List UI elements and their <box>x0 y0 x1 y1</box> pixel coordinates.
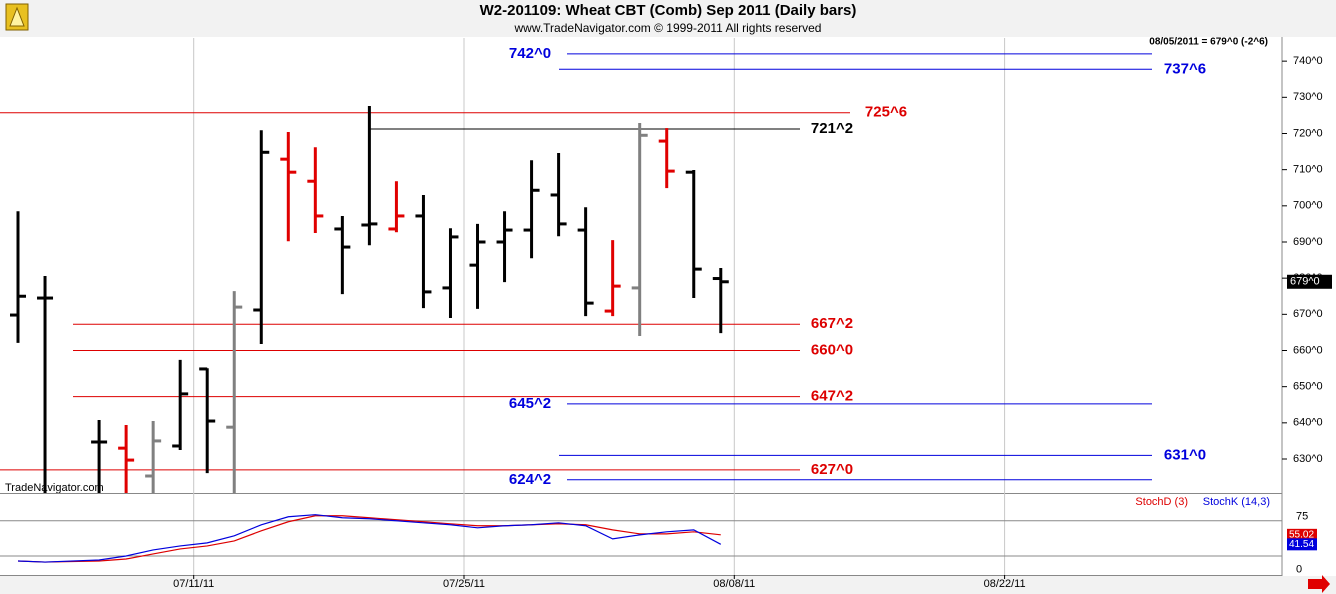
y-tick-label: 730^0 <box>1293 91 1323 103</box>
stoch-line <box>17 515 721 563</box>
info-text: 08/05/2011 = 679^0 (-2^6) <box>1149 37 1268 48</box>
last-price-box <box>1287 274 1332 289</box>
last-value-box <box>1287 528 1317 541</box>
y-tick-label: 700^0 <box>1293 200 1323 212</box>
legend-entry: StochK (14,3) <box>1203 496 1270 508</box>
level-label: 645^2 <box>509 395 551 412</box>
y-tick-label: 660^0 <box>1293 344 1323 356</box>
scroll-arrow[interactable] <box>1308 575 1330 593</box>
x-tick-label: 07/11/11 <box>173 578 214 590</box>
y-tick-label: 710^0 <box>1293 164 1323 176</box>
x-tick-label: 07/25/11 <box>443 578 485 590</box>
chart-title: W2-201109: Wheat CBT (Comb) Sep 2011 (Da… <box>480 2 857 19</box>
level-label: 624^2 <box>509 471 551 488</box>
level-label: 725^6 <box>865 104 907 121</box>
chart-subtitle: www.TradeNavigator.com © 1999-2011 All r… <box>514 21 822 35</box>
level-label: 667^2 <box>811 315 853 332</box>
level-label: 742^0 <box>509 45 551 62</box>
y-tick-label: 690^0 <box>1293 236 1323 248</box>
stoch-line <box>17 514 722 563</box>
level-label: 721^2 <box>811 120 853 137</box>
y-tick-label: 720^0 <box>1293 127 1323 139</box>
logo-icon <box>5 3 29 31</box>
last-value-label: 55.02 <box>1289 529 1314 540</box>
y-tick-label: 670^0 <box>1293 308 1323 320</box>
last-price-label: 679^0 <box>1290 276 1320 288</box>
level-label: 660^0 <box>811 341 853 358</box>
y-tick-label: 650^0 <box>1293 381 1323 393</box>
legend-entry: StochD (3) <box>1135 496 1188 508</box>
title-band <box>0 0 1336 37</box>
last-value-box <box>1287 538 1317 551</box>
last-value-label: 41.54 <box>1289 539 1314 550</box>
level-label: 627^0 <box>811 461 853 478</box>
y-tick-label: 740^0 <box>1293 55 1323 67</box>
level-label: 631^0 <box>1164 446 1206 463</box>
y-tick-label: 0 <box>1296 563 1302 575</box>
y-tick-label: 75 <box>1296 511 1308 523</box>
date-band <box>0 576 1336 594</box>
y-tick-label: 640^0 <box>1293 417 1323 429</box>
level-label: 737^6 <box>1164 60 1206 77</box>
watermark: TradeNavigator.com <box>5 482 104 494</box>
level-label: 647^2 <box>811 388 853 405</box>
x-tick-label: 08/08/11 <box>713 578 755 590</box>
y-tick-label: 630^0 <box>1293 453 1323 465</box>
x-tick-label: 08/22/11 <box>984 578 1026 590</box>
